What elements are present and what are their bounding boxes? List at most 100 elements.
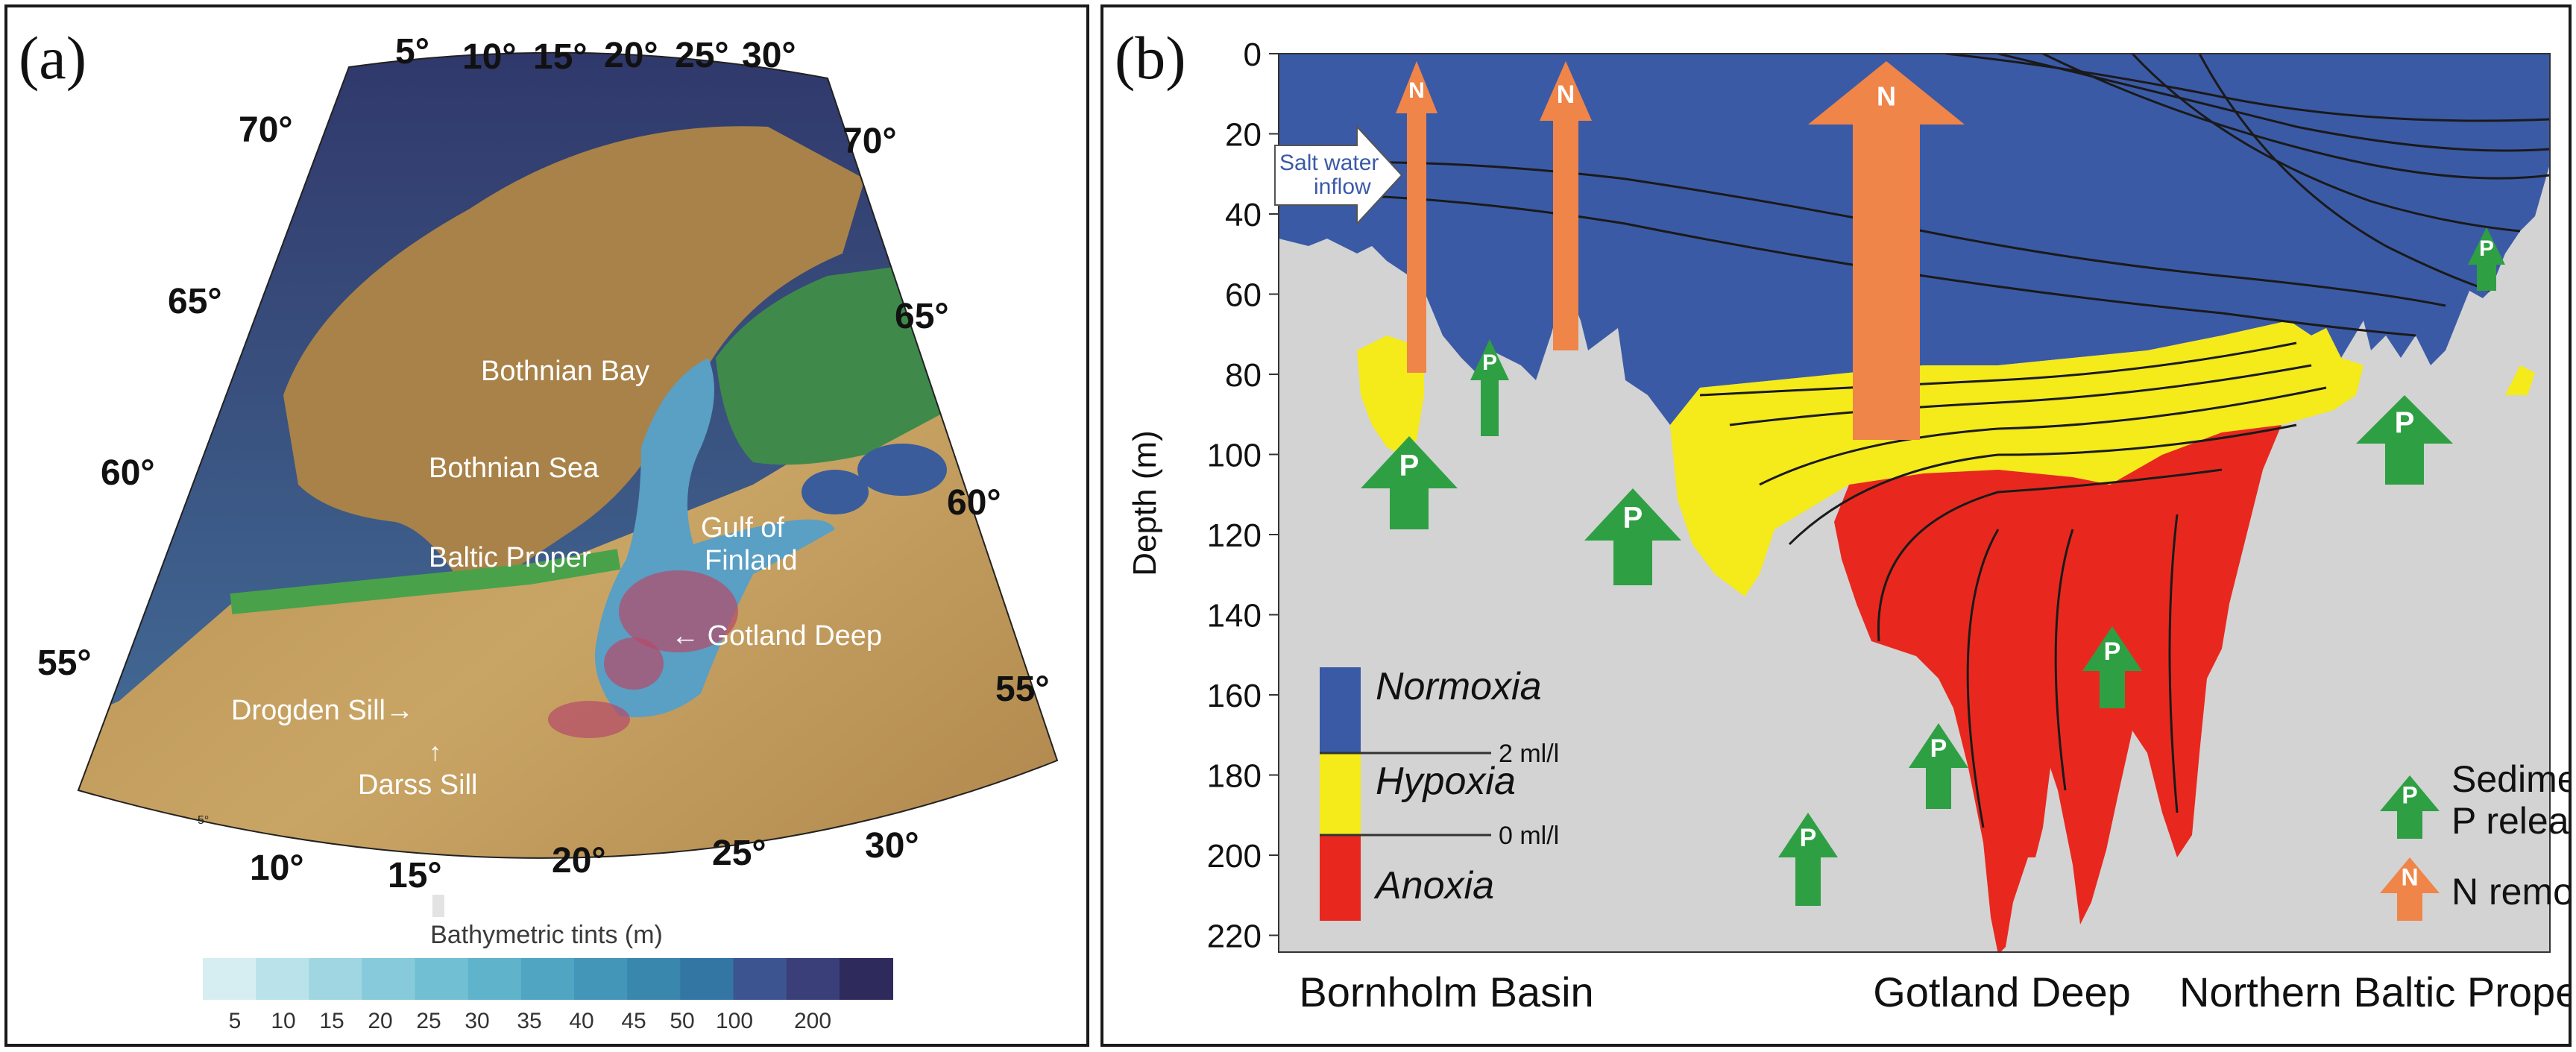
p-arrow: P: [1584, 488, 1681, 585]
y-tick-label: 0: [1244, 37, 1262, 73]
p-arrow-label: P: [2104, 637, 2121, 666]
legend-anoxia: Anoxia: [1373, 864, 1494, 907]
p-arrow-label: P: [2479, 236, 2494, 261]
lake: [802, 470, 869, 514]
key-n-arrow-icon: N: [2380, 857, 2440, 921]
y-tick-label: 220: [1207, 919, 1262, 955]
legend-swatch: [680, 958, 734, 1000]
y-axis-label: Depth (m): [1127, 430, 1163, 576]
cross-section-figure: (b): [1115, 24, 2576, 1015]
legend-tick-label: 20: [368, 1009, 392, 1033]
lat-label: 65°: [895, 297, 949, 336]
lon-label: 15°: [388, 856, 442, 895]
legend-hypoxia: Hypoxia: [1376, 760, 1516, 803]
bathymetric-legend: 5 10 15 20 25 30 35 40 45 50 100 200: [203, 958, 893, 1033]
legend-tick-label: 35: [517, 1009, 541, 1033]
land-scandinavia: [283, 126, 865, 579]
panel-a-letter: (a): [19, 24, 86, 92]
p-arrow-label: P: [1482, 350, 1497, 375]
p-arrow-shape: [2468, 227, 2505, 291]
legend-swatch: [839, 958, 893, 1000]
lon-labels-bottom: 10° 15° 20° 25° 30°: [250, 826, 919, 895]
map-figure: (a) 5° 10° 15° 20° 25° 30° 70° 65° 60° 5…: [19, 24, 1059, 1033]
map-frame: [77, 51, 1059, 859]
key-n-arrow: N: [2380, 857, 2440, 921]
y-tick-label: 80: [1225, 357, 1262, 394]
place-labels: Bothnian Bay Bothnian Sea Baltic Proper …: [231, 356, 882, 801]
p-release-arrows: P P P P P P P P: [1361, 227, 2505, 906]
key-p-arrow: P: [2380, 775, 2440, 839]
lon-label: 5°: [395, 32, 429, 72]
oxygen-legend: Normoxia Hypoxia Anoxia 2 ml/l 0 ml/l: [1320, 665, 1559, 921]
lat-label: 55°: [995, 670, 1050, 709]
label-darss-sill: Darss Sill: [358, 769, 477, 801]
label-bothnian-bay: Bothnian Bay: [481, 356, 649, 387]
legend-normoxia-swatch: [1320, 667, 1361, 753]
y-axis: 0 20 40 60 80 100 120 140 160 180 200 220: [1207, 37, 1279, 955]
legend-swatch: [786, 958, 840, 1000]
legend-swatch: [203, 958, 257, 1000]
label-drogden-sill: Drogden Sill→: [231, 695, 414, 726]
key-n-arrow-label: N: [2401, 864, 2418, 891]
key-p-arrow-label: P: [2402, 782, 2417, 809]
label-gulf-of-finland: Gulf of Finland: [701, 512, 798, 576]
n-arrow: N: [1540, 61, 1592, 350]
p-arrow: P: [2356, 395, 2453, 485]
lat-label: 60°: [101, 453, 155, 493]
panel-b-letter: (b): [1115, 24, 1186, 92]
legend-tick-label: 50: [670, 1009, 694, 1033]
p-arrow-shape: [1470, 339, 1509, 436]
lat-label: 55°: [37, 643, 92, 683]
legend-anoxia-swatch: [1320, 835, 1361, 921]
n-arrow: N: [1808, 61, 1965, 440]
p-arrow-label: P: [1930, 734, 1947, 763]
key-p-arrow-shape: [2380, 775, 2440, 839]
lon-label: 10°: [250, 848, 304, 888]
key-p-arrow-icon: P: [2380, 775, 2440, 839]
p-arrow-shape: [1909, 723, 1968, 809]
legend-tick-label: 10: [271, 1009, 295, 1033]
legend-hypoxia-swatch: [1320, 753, 1361, 835]
plot-frame: [1278, 53, 2551, 953]
legend-swatch: [733, 958, 787, 1000]
lon-label-small: 5°: [198, 814, 209, 827]
y-tick-label: 60: [1225, 277, 1262, 314]
legend-tick-label: 45: [621, 1009, 646, 1033]
lat-label: 70°: [843, 122, 897, 161]
legend-swatch: [256, 958, 310, 1000]
lon-label: 25°: [675, 36, 729, 75]
lat-label: 60°: [947, 483, 1001, 523]
key-n-arrow-shape: [2380, 857, 2440, 921]
legend-normoxia: Normoxia: [1376, 665, 1542, 708]
gulf-line-1: Gulf of: [701, 512, 784, 544]
x-labels: Bornholm Basin Gotland Deep Northern Bal…: [1299, 968, 2576, 1015]
p-arrow: P: [1361, 436, 1458, 529]
key-sediment: Sediment: [2451, 758, 2569, 800]
legend-tick-label: 40: [569, 1009, 593, 1033]
legend-title: Bathymetric tints (m): [430, 921, 663, 949]
label-bothnian-sea: Bothnian Sea: [429, 453, 599, 484]
salt-water-inflow-arrow: Salt water inflow: [1274, 125, 1403, 226]
legend-tick-label: 100: [716, 1009, 753, 1033]
y-tick-label: 40: [1225, 197, 1262, 233]
darss-arrow: ↑: [429, 738, 441, 766]
lon-label: 10°: [462, 37, 517, 77]
x-label-northern: Northern Baltic Proper: [2179, 968, 2569, 1015]
key-p-release: P release: [2451, 800, 2569, 842]
n-arrow-label: N: [1557, 81, 1575, 109]
p-arrow-label: P: [2395, 406, 2415, 439]
y-tick-label: 140: [1207, 598, 1262, 634]
lon-label: 25°: [712, 834, 766, 873]
n-arrow-shape: [1396, 61, 1437, 373]
p-arrow-shape: [1584, 488, 1681, 585]
arrow-key: P N Sediment P release N removal: [2380, 758, 2576, 921]
p-arrow-label: P: [1800, 824, 1817, 852]
lat-labels-left: 70° 65° 60° 55°: [37, 110, 293, 683]
p-arrow: P: [1909, 723, 1968, 809]
y-tick-label: 100: [1207, 438, 1262, 474]
lon-label: 30°: [865, 826, 919, 866]
key-n-removal: N removal: [2451, 871, 2569, 913]
legend-0mll: 0 ml/l: [1499, 822, 1559, 850]
p-arrow-shape: [1778, 813, 1838, 906]
